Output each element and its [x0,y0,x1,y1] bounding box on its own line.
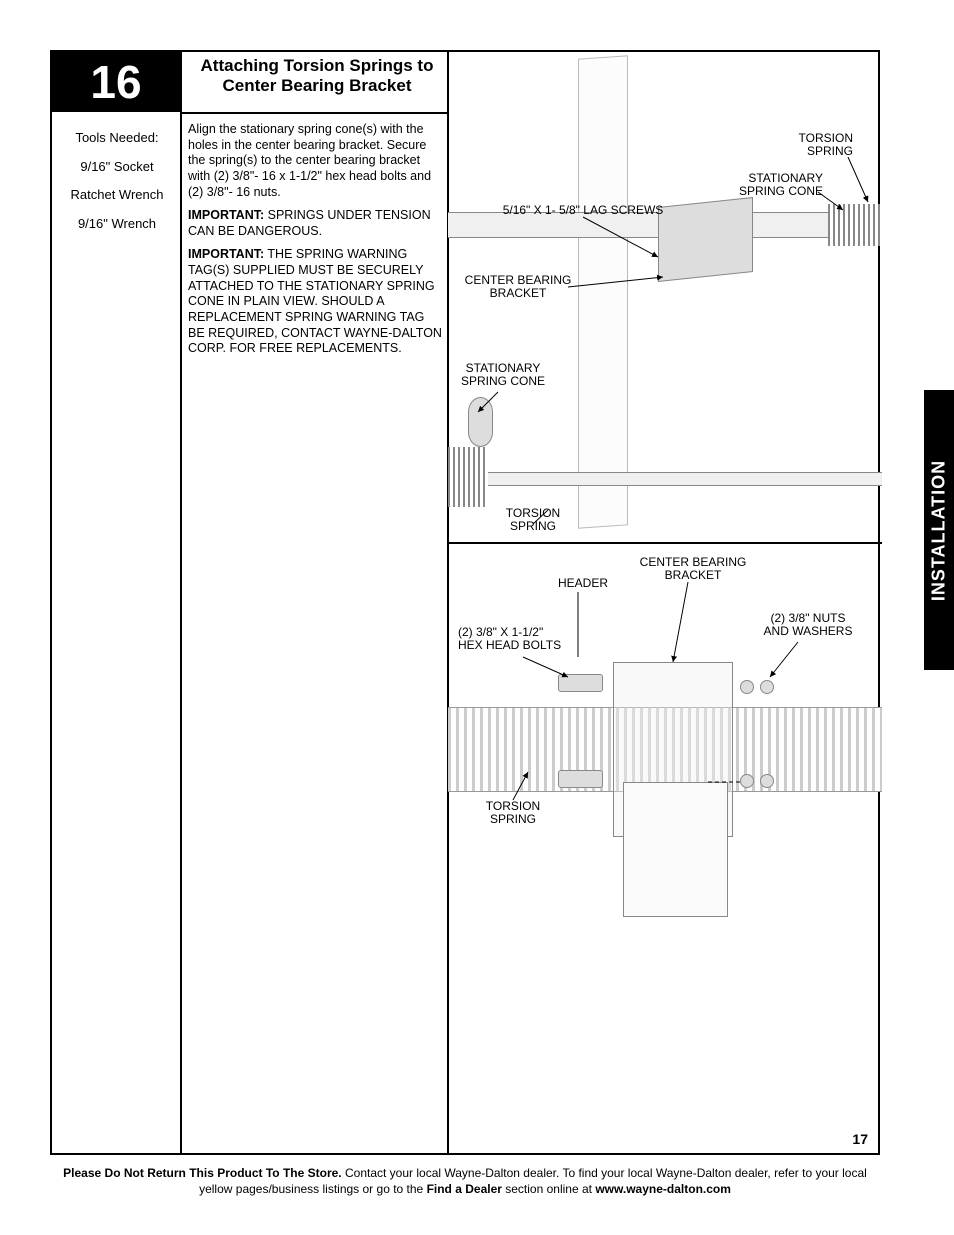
label-hex-bolts: (2) 3/8" X 1-1/2"HEX HEAD BOLTS [458,626,568,652]
label-stationary-cone-left: STATIONARYSPRING CONE [458,362,548,388]
label-torsion-spring-left: TORSIONSPRING [498,507,568,533]
instructions-column: Align the stationary spring cone(s) with… [188,122,442,365]
label-center-bearing-top: CENTER BEARINGBRACKET [463,274,573,300]
footer-bold-1: Please Do Not Return This Product To The… [63,1166,341,1180]
page-number: 17 [852,1131,868,1147]
instruction-important-1: IMPORTANT: SPRINGS UNDER TENSION CAN BE … [188,208,442,239]
tools-column: Tools Needed: 9/16" Socket Ratchet Wrenc… [58,124,176,238]
page-footer: Please Do Not Return This Product To The… [50,1165,880,1197]
torsion-shaft-lower [448,472,882,486]
diagram-divider [448,542,882,544]
label-stationary-cone-top: STATIONARYSPRING CONE [733,172,823,198]
section-tab: INSTALLATION [924,390,954,670]
footer-end: section online at [502,1182,595,1196]
tools-heading: Tools Needed: [58,124,176,153]
step-number: 16 [90,55,141,109]
footer-bold-2: Find a Dealer [427,1182,502,1196]
spring-shape-left [448,447,488,507]
label-torsion-spring-bottom: TORSIONSPRING [478,800,548,826]
footer-url: www.wayne-dalton.com [595,1182,731,1196]
tools-item: 9/16" Wrench [58,210,176,239]
tools-item: 9/16" Socket [58,153,176,182]
label-lag-screws: 5/16" X 1- 5/8" LAG SCREWS [493,204,673,217]
label-center-bearing-bottom: CENTER BEARINGBRACKET [638,556,748,582]
label-nuts-washers: (2) 3/8" NUTSAND WASHERS [758,612,858,638]
warning-tag-shape [623,782,728,917]
page-frame: 16 Attaching Torsion Springs to Center B… [50,50,880,1155]
nut-shape-4 [760,774,774,788]
instruction-main: Align the stationary spring cone(s) with… [188,122,442,200]
bolt-shape-1 [558,674,603,692]
instruction-important-2: IMPORTANT: THE SPRING WARNING TAG(S) SUP… [188,247,442,356]
section-tab-label: INSTALLATION [929,391,950,671]
important-label: IMPORTANT: [188,247,264,261]
label-header: HEADER [548,577,618,590]
divider-vertical-1 [180,52,182,1153]
bolt-shape-2 [558,770,603,788]
divider-under-title [180,112,448,114]
step-number-box: 16 [52,52,180,112]
important-label: IMPORTANT: [188,208,264,222]
cone-left-shape [468,397,493,447]
header-board-shape [578,55,628,528]
important-text: THE SPRING WARNING TAG(S) SUPPLIED MUST … [188,247,442,355]
nut-shape-2 [760,680,774,694]
nut-shape-3 [740,774,754,788]
tools-item: Ratchet Wrench [58,181,176,210]
diagram-panel: TORSIONSPRING STATIONARYSPRING CONE 5/16… [448,52,882,1153]
spring-shape-right [828,204,882,246]
label-torsion-spring-top: TORSIONSPRING [783,132,853,158]
nut-shape-1 [740,680,754,694]
step-title: Attaching Torsion Springs to Center Bear… [187,56,447,97]
